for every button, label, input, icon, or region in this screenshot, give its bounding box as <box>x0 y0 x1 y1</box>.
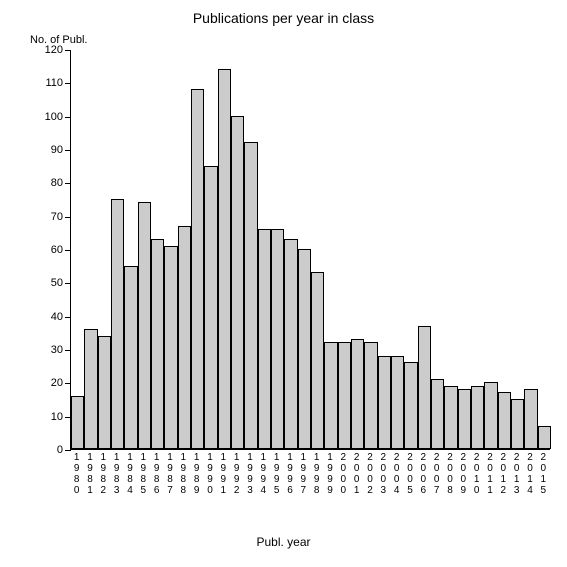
x-tick-label: 2 0 1 4 <box>525 452 535 496</box>
x-tick-label: 1 9 8 6 <box>152 452 162 496</box>
bar <box>418 326 431 449</box>
bar <box>151 239 164 449</box>
x-tick-label: 1 9 9 0 <box>205 452 215 496</box>
bar <box>538 426 551 449</box>
bar <box>431 379 444 449</box>
x-tick-label: 1 9 8 4 <box>125 452 135 496</box>
y-tick-label: 10 <box>51 411 71 423</box>
x-tick-label: 2 0 0 5 <box>405 452 415 496</box>
bar <box>164 246 177 449</box>
bar <box>71 396 84 449</box>
x-tick-label: 2 0 1 3 <box>512 452 522 496</box>
y-tick-label: 30 <box>51 344 71 356</box>
x-tick-label: 2 0 1 2 <box>498 452 508 496</box>
x-tick-label: 2 0 0 6 <box>418 452 428 496</box>
x-tick-label: 1 9 9 4 <box>258 452 268 496</box>
bar <box>338 342 351 449</box>
bar <box>311 272 324 449</box>
bar <box>364 342 377 449</box>
bar <box>284 239 297 449</box>
x-tick-label: 2 0 1 0 <box>472 452 482 496</box>
bar <box>484 382 497 449</box>
x-tick-label: 1 9 9 6 <box>285 452 295 496</box>
bar <box>391 356 404 449</box>
x-tick-label: 1 9 9 2 <box>232 452 242 496</box>
bars-layer <box>71 50 550 449</box>
y-tick-label: 70 <box>51 211 71 223</box>
bar <box>218 69 231 449</box>
x-tick-label: 2 0 0 4 <box>392 452 402 496</box>
x-tick-label: 1 9 8 7 <box>165 452 175 496</box>
bar <box>204 166 217 449</box>
x-tick-label: 2 0 1 5 <box>538 452 548 496</box>
x-tick-label: 1 9 8 0 <box>72 452 82 496</box>
bar <box>178 226 191 449</box>
bar <box>124 266 137 449</box>
x-tick-label: 1 9 8 5 <box>138 452 148 496</box>
bar <box>498 392 511 449</box>
x-tick-label: 2 0 0 2 <box>365 452 375 496</box>
bar <box>298 249 311 449</box>
y-tick-label: 120 <box>45 44 71 56</box>
bar <box>471 386 484 449</box>
x-tick-label: 1 9 8 2 <box>98 452 108 496</box>
bar <box>351 339 364 449</box>
x-tick-label: 1 9 9 1 <box>218 452 228 496</box>
y-tick-label: 90 <box>51 144 71 156</box>
x-tick-label: 1 9 9 7 <box>298 452 308 496</box>
x-tick-label: 1 9 9 8 <box>312 452 322 496</box>
bar <box>244 142 257 449</box>
x-tick-label: 1 9 9 5 <box>272 452 282 496</box>
bar <box>524 389 537 449</box>
x-tick-label: 2 0 0 3 <box>378 452 388 496</box>
bar <box>191 89 204 449</box>
x-tick-label: 1 9 9 9 <box>325 452 335 496</box>
bar <box>98 336 111 449</box>
bar <box>378 356 391 449</box>
bar <box>404 362 417 449</box>
x-tick-label: 2 0 0 9 <box>458 452 468 496</box>
bar <box>324 342 337 449</box>
y-tick-label: 60 <box>51 244 71 256</box>
chart-container: Publications per year in class No. of Pu… <box>0 0 567 567</box>
x-tick-label: 2 0 0 1 <box>352 452 362 496</box>
y-tick-label: 20 <box>51 377 71 389</box>
y-tick-label: 110 <box>45 77 71 89</box>
x-tick-label: 2 0 0 8 <box>445 452 455 496</box>
x-tick-label: 2 0 0 0 <box>338 452 348 496</box>
x-tick-label: 1 9 9 3 <box>245 452 255 496</box>
y-tick-label: 50 <box>51 277 71 289</box>
plot-area: 0102030405060708090100110120 <box>70 50 550 450</box>
y-tick-label: 40 <box>51 311 71 323</box>
x-axis-title: Publ. year <box>0 535 567 549</box>
x-tick-label: 2 0 0 7 <box>432 452 442 496</box>
y-tick-label: 80 <box>51 177 71 189</box>
bar <box>84 329 97 449</box>
bar <box>138 202 151 449</box>
bar <box>511 399 524 449</box>
x-tick-label: 1 9 8 1 <box>85 452 95 496</box>
y-tick-label: 100 <box>45 111 71 123</box>
x-tick-label: 1 9 8 9 <box>192 452 202 496</box>
bar <box>271 229 284 449</box>
bar <box>111 199 124 449</box>
x-tick-label: 2 0 1 1 <box>485 452 495 496</box>
bar <box>231 116 244 449</box>
x-tick-label: 1 9 8 8 <box>178 452 188 496</box>
chart-title: Publications per year in class <box>0 10 567 26</box>
x-tick-label: 1 9 8 3 <box>112 452 122 496</box>
bar <box>444 386 457 449</box>
bar <box>258 229 271 449</box>
bar <box>458 389 471 449</box>
x-labels: 1 9 8 01 9 8 11 9 8 21 9 8 31 9 8 41 9 8… <box>70 452 550 522</box>
y-tick-label: 0 <box>57 444 71 456</box>
